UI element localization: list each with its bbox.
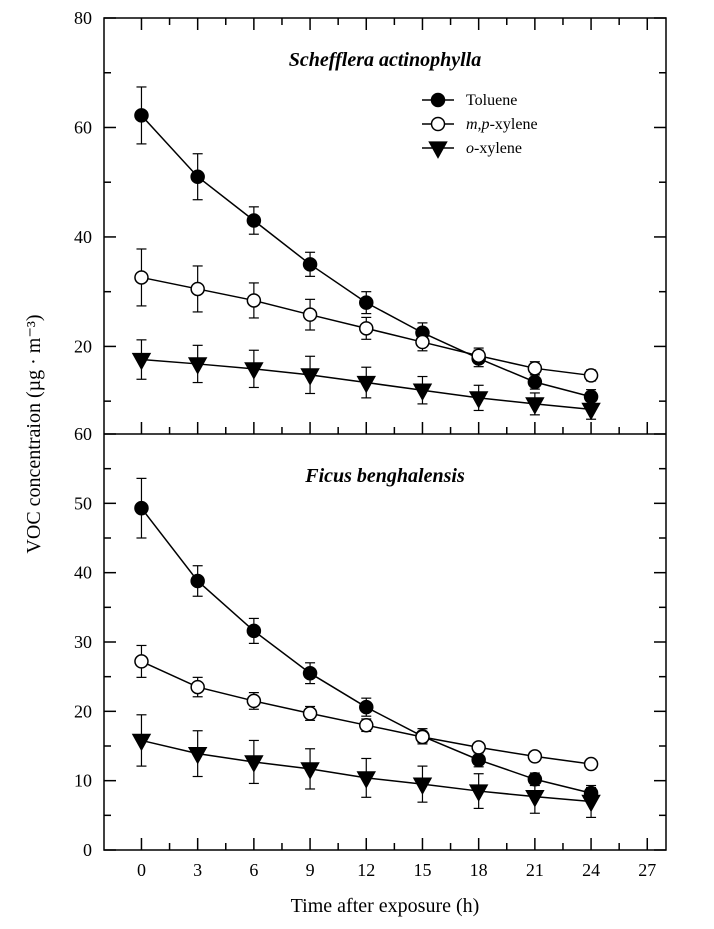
legend-marker bbox=[432, 118, 445, 131]
marker-o-xylene bbox=[583, 403, 600, 418]
marker-o-xylene bbox=[414, 384, 431, 399]
marker-mp-xylene bbox=[247, 694, 260, 707]
marker-o-xylene bbox=[526, 791, 543, 806]
y-tick-label: 0 bbox=[83, 840, 92, 860]
y-tick-label: 10 bbox=[74, 771, 92, 791]
x-tick-label: 3 bbox=[193, 860, 202, 880]
marker-toluene bbox=[191, 574, 204, 587]
marker-o-xylene bbox=[358, 772, 375, 787]
x-tick-label: 27 bbox=[638, 860, 656, 880]
marker-o-xylene bbox=[189, 358, 206, 373]
series-line-toluene bbox=[141, 508, 591, 793]
marker-mp-xylene bbox=[472, 349, 485, 362]
panel-title-bottom: Ficus benghalensis bbox=[304, 465, 465, 487]
marker-mp-xylene bbox=[416, 730, 429, 743]
y-axis-label: VOC concentraion (µg · m⁻³) bbox=[23, 314, 45, 553]
marker-toluene bbox=[135, 502, 148, 515]
x-tick-label: 9 bbox=[306, 860, 315, 880]
marker-mp-xylene bbox=[360, 322, 373, 335]
y-tick-label: 50 bbox=[74, 493, 92, 513]
marker-toluene bbox=[247, 214, 260, 227]
marker-o-xylene bbox=[189, 748, 206, 763]
x-tick-label: 12 bbox=[357, 860, 375, 880]
marker-mp-xylene bbox=[191, 282, 204, 295]
y-tick-label: 20 bbox=[74, 701, 92, 721]
marker-mp-xylene bbox=[472, 741, 485, 754]
marker-toluene bbox=[304, 667, 317, 680]
x-axis-label: Time after exposure (h) bbox=[291, 895, 480, 917]
marker-toluene bbox=[135, 109, 148, 122]
legend-marker bbox=[430, 142, 447, 157]
marker-mp-xylene bbox=[304, 308, 317, 321]
marker-toluene bbox=[528, 376, 541, 389]
chart-container: 20406080Schefflera actinophylla010203040… bbox=[0, 0, 714, 929]
y-tick-label: 60 bbox=[74, 424, 92, 444]
marker-mp-xylene bbox=[135, 655, 148, 668]
marker-toluene bbox=[472, 753, 485, 766]
marker-o-xylene bbox=[414, 778, 431, 793]
marker-toluene bbox=[360, 701, 373, 714]
legend-label: Toluene bbox=[466, 92, 517, 109]
marker-o-xylene bbox=[302, 369, 319, 384]
voc-chart: 20406080Schefflera actinophylla010203040… bbox=[0, 0, 714, 929]
marker-mp-xylene bbox=[360, 719, 373, 732]
x-tick-label: 0 bbox=[137, 860, 146, 880]
y-tick-label: 20 bbox=[74, 336, 92, 356]
marker-toluene bbox=[247, 624, 260, 637]
marker-mp-xylene bbox=[416, 336, 429, 349]
legend-marker bbox=[432, 94, 445, 107]
marker-mp-xylene bbox=[528, 362, 541, 375]
marker-toluene bbox=[304, 258, 317, 271]
y-tick-label: 30 bbox=[74, 632, 92, 652]
marker-mp-xylene bbox=[135, 271, 148, 284]
y-tick-label: 40 bbox=[74, 227, 92, 247]
x-tick-label: 18 bbox=[470, 860, 488, 880]
marker-mp-xylene bbox=[304, 707, 317, 720]
marker-mp-xylene bbox=[191, 681, 204, 694]
marker-toluene bbox=[360, 296, 373, 309]
marker-mp-xylene bbox=[247, 294, 260, 307]
marker-mp-xylene bbox=[585, 758, 598, 771]
marker-mp-xylene bbox=[528, 750, 541, 763]
marker-mp-xylene bbox=[585, 369, 598, 382]
marker-o-xylene bbox=[358, 377, 375, 392]
x-tick-label: 6 bbox=[249, 860, 258, 880]
marker-o-xylene bbox=[470, 785, 487, 800]
panel-title-top: Schefflera actinophylla bbox=[289, 49, 481, 71]
x-tick-label: 24 bbox=[582, 860, 600, 880]
marker-o-xylene bbox=[583, 796, 600, 811]
marker-toluene bbox=[191, 170, 204, 183]
x-tick-label: 15 bbox=[413, 860, 431, 880]
legend-label: o-xylene bbox=[466, 140, 522, 157]
y-tick-label: 60 bbox=[74, 117, 92, 137]
legend-label: m,p-xylene bbox=[466, 116, 538, 133]
marker-o-xylene bbox=[526, 398, 543, 413]
series-line-toluene bbox=[141, 115, 591, 396]
marker-o-xylene bbox=[245, 756, 262, 771]
x-tick-label: 21 bbox=[526, 860, 544, 880]
y-tick-label: 40 bbox=[74, 563, 92, 583]
y-tick-label: 80 bbox=[74, 8, 92, 28]
marker-o-xylene bbox=[133, 354, 150, 369]
marker-o-xylene bbox=[470, 392, 487, 407]
marker-o-xylene bbox=[245, 363, 262, 378]
